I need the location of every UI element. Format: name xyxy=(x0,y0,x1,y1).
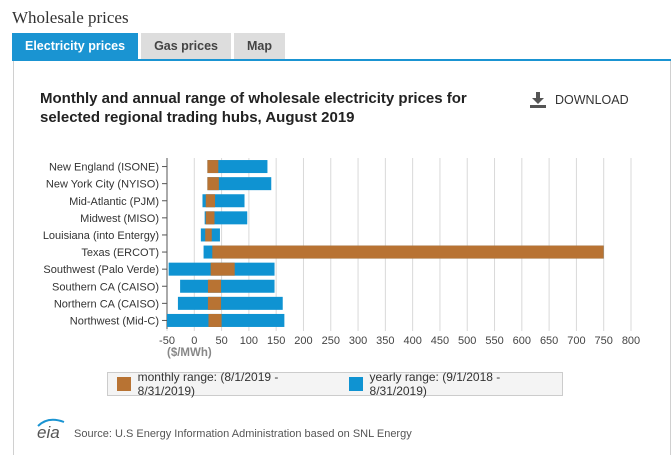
tab-map[interactable]: Map xyxy=(234,33,285,60)
legend-label-monthly: monthly range: (8/1/2019 - 8/31/2019) xyxy=(137,370,279,398)
legend-swatch-yearly xyxy=(348,377,363,391)
legend-swatch-monthly xyxy=(117,377,131,391)
chart-legend: monthly range: (8/1/2019 - 8/31/2019) ye… xyxy=(107,370,563,398)
page-title: Wholesale prices xyxy=(12,8,129,27)
tab-gas-prices[interactable]: Gas prices xyxy=(141,33,231,60)
tab-electricity-prices[interactable]: Electricity prices xyxy=(12,33,139,60)
download-button[interactable]: DOWNLOAD xyxy=(530,92,629,108)
eia-logo: eia xyxy=(37,418,65,442)
tab-bar: Electricity prices Gas prices Map xyxy=(12,33,288,60)
chart-title: Monthly and annual range of wholesale el… xyxy=(40,90,467,126)
download-icon xyxy=(530,92,546,108)
legend-label-yearly: yearly range: (9/1/2018 - 8/31/2019) xyxy=(369,370,501,398)
legend-item-monthly[interactable]: monthly range: (8/1/2019 - 8/31/2019) xyxy=(117,370,334,398)
download-label: DOWNLOAD xyxy=(555,93,629,107)
source-note: Source: U.S Energy Information Administr… xyxy=(74,428,412,440)
svg-text:eia: eia xyxy=(37,423,60,442)
legend-item-yearly[interactable]: yearly range: (9/1/2018 - 8/31/2019) xyxy=(348,370,556,398)
tab-underline xyxy=(12,59,671,61)
